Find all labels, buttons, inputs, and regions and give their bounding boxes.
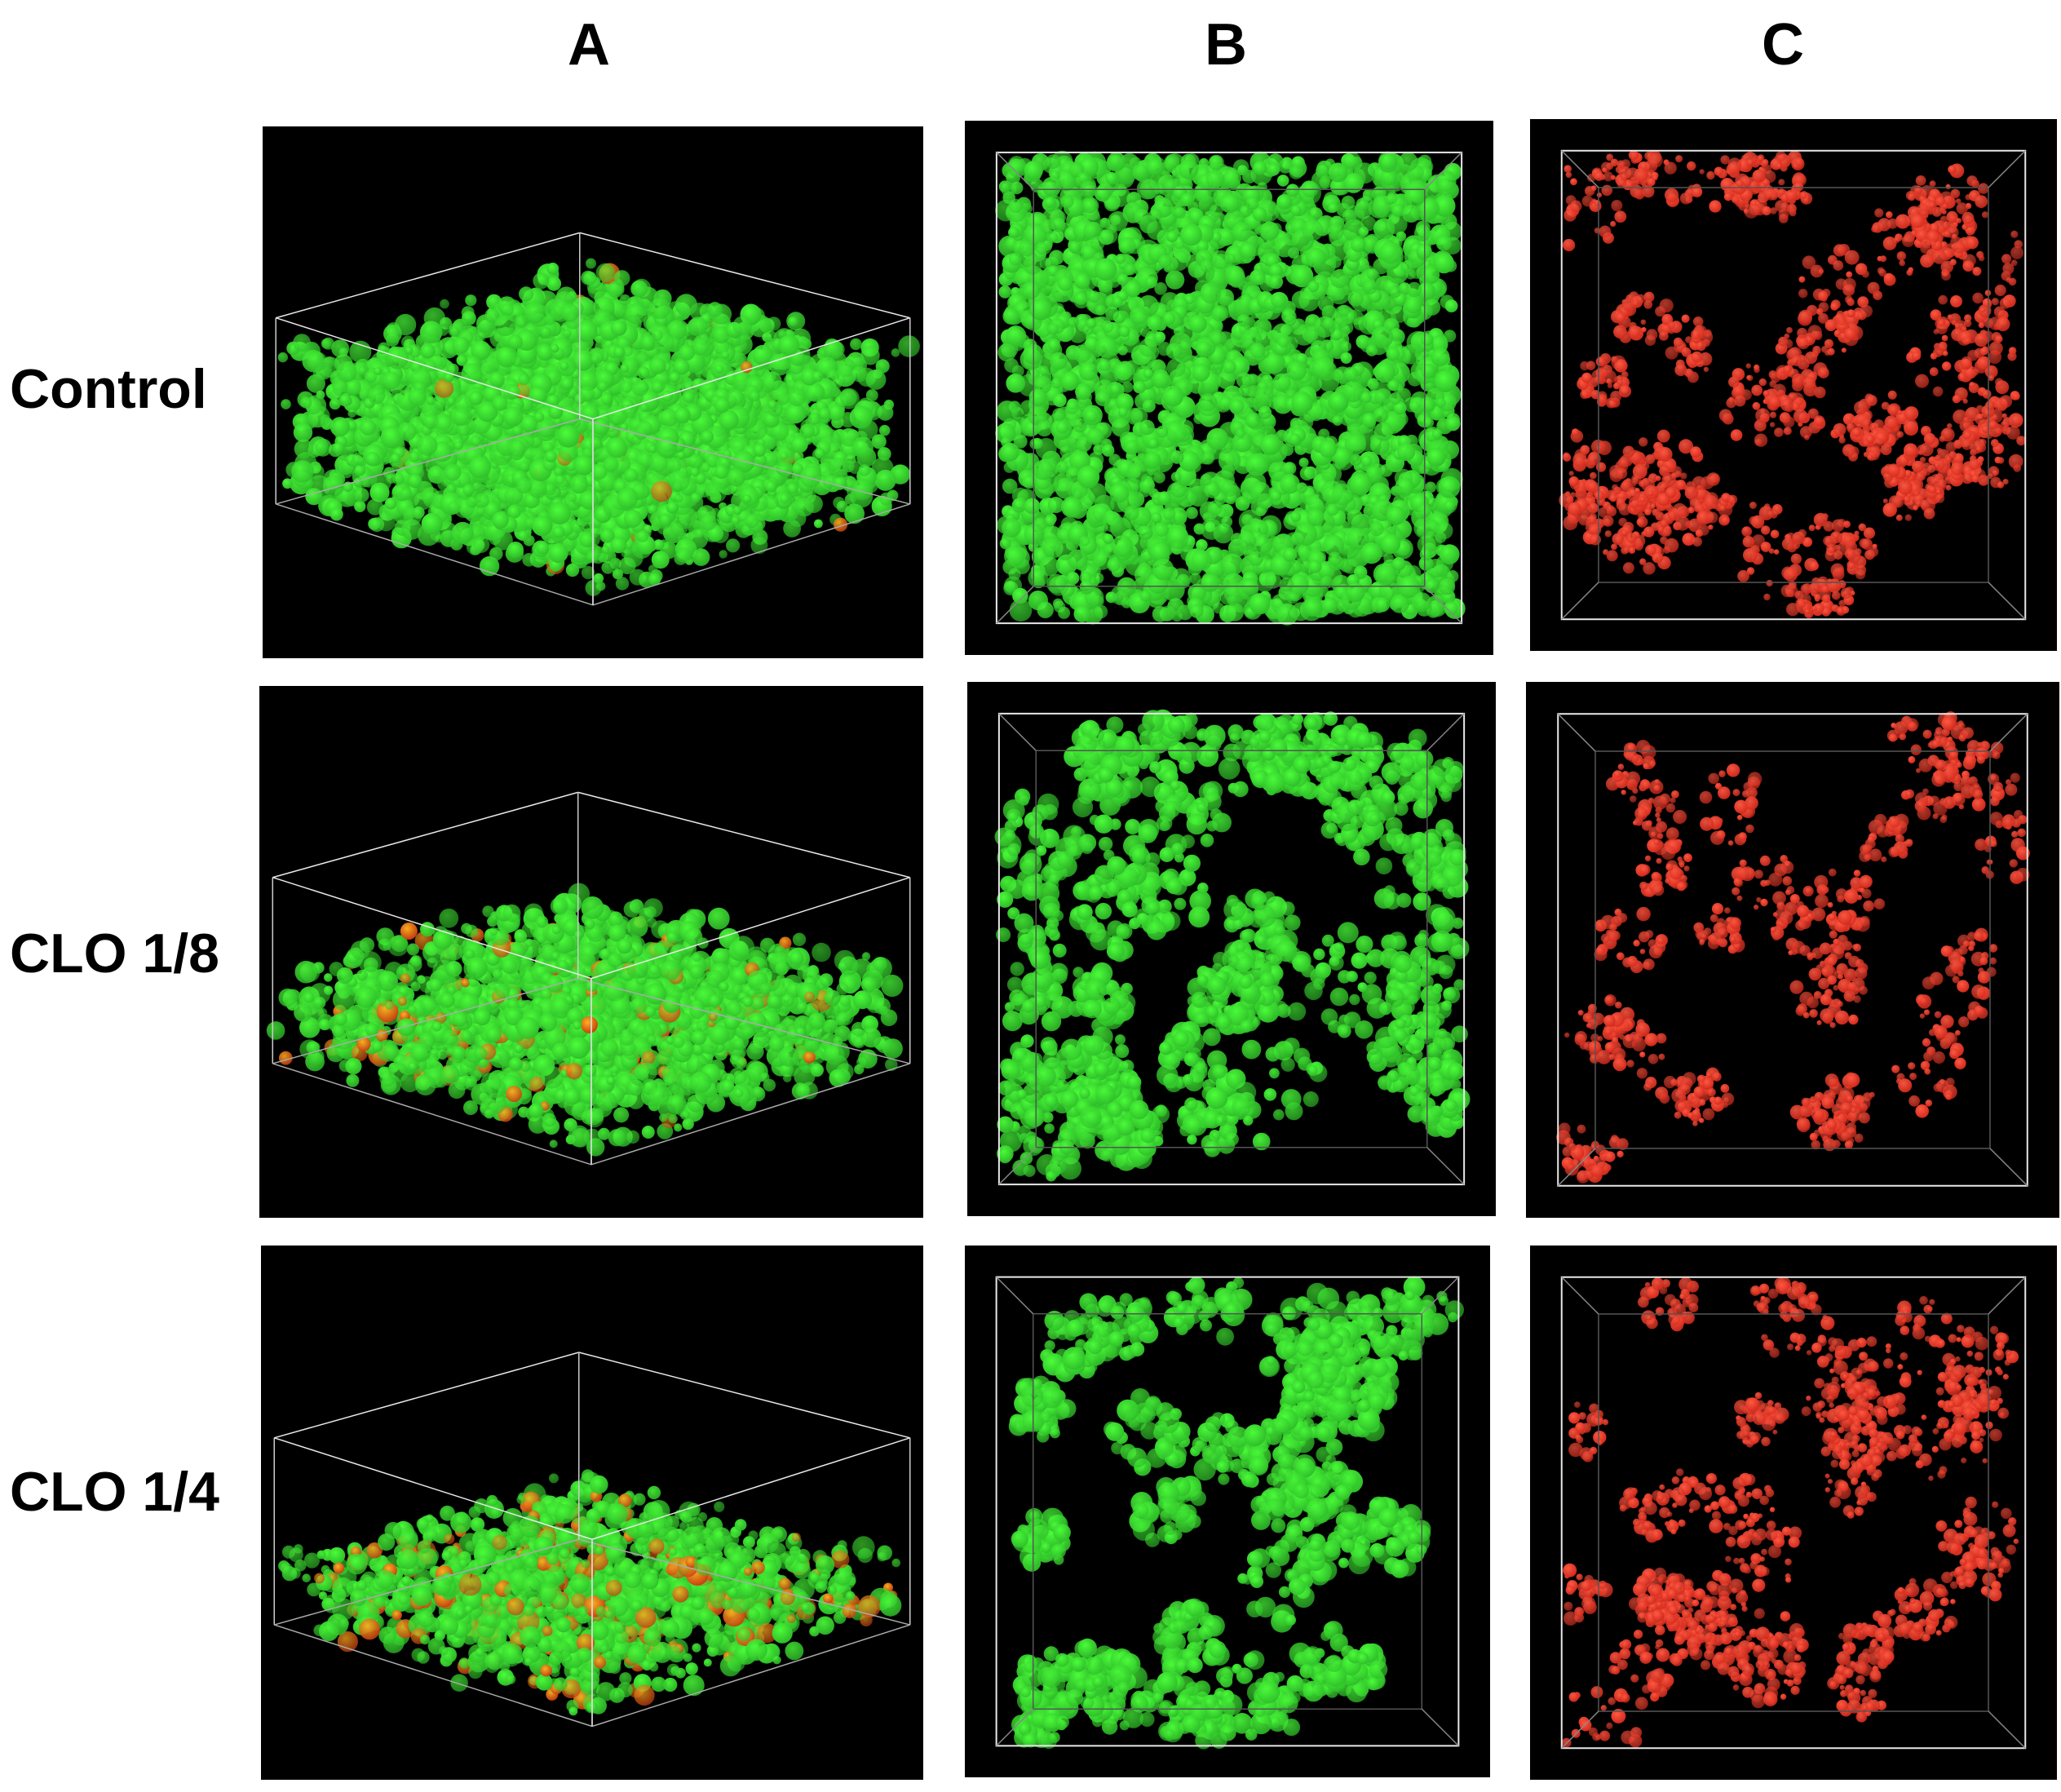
- bounding-box-outer: [1560, 149, 2027, 621]
- cell-clusters: [995, 150, 1466, 626]
- bounding-box-inner: [1594, 750, 1991, 1149]
- cell-clusters: [994, 709, 1471, 1182]
- cell-clusters: [278, 1469, 902, 1716]
- bounding-box-inner: [1598, 187, 1989, 583]
- cell-clusters: [1008, 1276, 1464, 1750]
- bounding-box-inner: [1032, 1312, 1423, 1710]
- cell-clusters: [1559, 149, 2027, 619]
- bounding-box-outer: [997, 712, 1466, 1186]
- panel-clo-1-8-3d: [259, 686, 923, 1218]
- row-label-clo-1-8: CLO 1/8: [10, 923, 219, 984]
- panel-control-live: [965, 121, 1493, 655]
- panel-clo-1-4-dead: [1530, 1246, 2057, 1780]
- panel-clo-1-4-live: [965, 1246, 1490, 1777]
- bounding-box-inner: [1035, 750, 1428, 1148]
- bounding-box-outer: [995, 151, 1463, 625]
- row-label-control: Control: [10, 358, 207, 420]
- panel-clo-1-8-live: [967, 682, 1496, 1216]
- cell-clusters: [1561, 1277, 2019, 1748]
- panel-control-3d: [263, 126, 923, 658]
- cell-clusters: [1556, 711, 2030, 1184]
- column-label-c: C: [1762, 12, 1804, 77]
- column-label-b: B: [1205, 12, 1247, 77]
- panel-clo-1-8-dead: [1526, 682, 2059, 1218]
- panel-control-dead: [1530, 119, 2057, 651]
- bounding-box-inner: [1033, 188, 1426, 587]
- bounding-box-outer: [995, 1276, 1460, 1747]
- bounding-box-outer: [1557, 713, 2028, 1187]
- panel-clo-1-4-3d: [261, 1246, 923, 1780]
- bounding-box-inner: [1598, 1313, 1989, 1712]
- cell-clusters: [266, 883, 904, 1157]
- column-label-a: A: [568, 12, 610, 77]
- cell-clusters: [277, 258, 920, 596]
- row-label-clo-1-4: CLO 1/4: [10, 1461, 219, 1523]
- bounding-box-outer: [1560, 1276, 2027, 1750]
